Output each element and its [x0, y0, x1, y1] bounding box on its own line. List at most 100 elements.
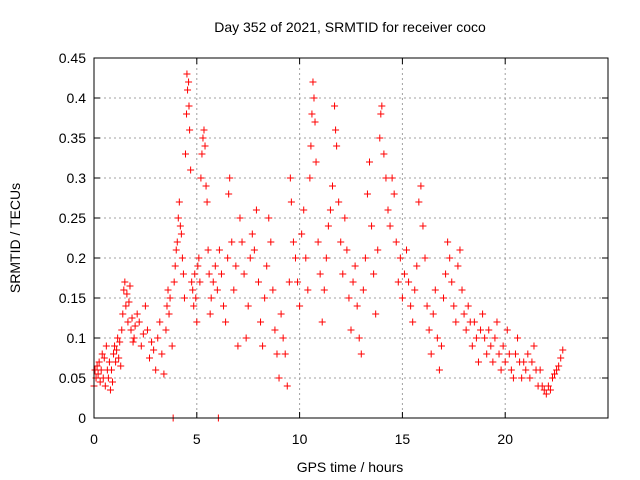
- data-point: [546, 386, 554, 394]
- data-point: [113, 346, 121, 354]
- data-point: [433, 334, 441, 342]
- y-tick-label: 0: [78, 410, 86, 426]
- data-point: [106, 386, 114, 394]
- data-point: [156, 318, 164, 326]
- data-point: [120, 286, 128, 294]
- data-point: [279, 334, 287, 342]
- data-point: [186, 126, 194, 134]
- data-point: [460, 310, 468, 318]
- data-point: [304, 286, 312, 294]
- data-point: [540, 386, 548, 394]
- data-point: [378, 102, 386, 110]
- data-point: [557, 354, 565, 362]
- data-point: [286, 174, 294, 182]
- data-point: [107, 366, 115, 374]
- data-point: [236, 214, 244, 222]
- data-point: [199, 134, 207, 142]
- data-point: [203, 198, 211, 206]
- data-point: [168, 342, 176, 350]
- data-point: [201, 142, 209, 150]
- data-point: [200, 126, 208, 134]
- data-point: [499, 342, 507, 350]
- y-tick-label: 0.15: [59, 290, 86, 306]
- data-point: [273, 350, 281, 358]
- data-point: [225, 190, 233, 198]
- data-point: [198, 150, 206, 158]
- data-point: [481, 334, 489, 342]
- data-point: [501, 358, 509, 366]
- data-point: [178, 254, 186, 262]
- data-point: [193, 318, 201, 326]
- data-point: [205, 270, 213, 278]
- data-point: [454, 262, 462, 270]
- data-point: [91, 366, 99, 374]
- data-point: [105, 358, 113, 366]
- y-tick-label: 0.1: [67, 330, 87, 346]
- data-point: [485, 326, 493, 334]
- data-point: [170, 278, 178, 286]
- data-point: [376, 134, 384, 142]
- data-point: [263, 262, 271, 270]
- data-point: [368, 222, 376, 230]
- data-point: [353, 302, 361, 310]
- data-point: [154, 334, 162, 342]
- data-point: [372, 310, 380, 318]
- y-tick-label: 0.2: [67, 250, 87, 266]
- data-point: [183, 70, 191, 78]
- data-point: [222, 318, 230, 326]
- grid-lines: [94, 58, 608, 418]
- data-point: [267, 238, 275, 246]
- data-point: [185, 102, 193, 110]
- data-point: [265, 214, 273, 222]
- data-point: [96, 378, 104, 386]
- data-point: [187, 166, 195, 174]
- data-point: [456, 246, 464, 254]
- data-point: [493, 318, 501, 326]
- axis-ticks: [93, 57, 608, 419]
- data-point: [544, 382, 552, 390]
- data-point: [370, 270, 378, 278]
- data-point: [143, 326, 151, 334]
- x-tick-label: 20: [497, 431, 513, 447]
- data-point: [102, 342, 110, 350]
- data-point: [211, 262, 219, 270]
- tick-labels: 0 0.05 0.1 0.15 0.2 0.25 0.3 0.35 0.4 0.45 0 5 10 15 2…: [59, 50, 513, 447]
- data-point: [242, 334, 250, 342]
- data-point: [275, 374, 283, 382]
- data-point: [294, 278, 302, 286]
- x-tick-label: 0: [90, 431, 98, 447]
- data-point: [254, 278, 262, 286]
- data-point: [324, 222, 332, 230]
- data-point: [296, 302, 304, 310]
- data-point: [248, 230, 256, 238]
- data-point: [542, 390, 550, 398]
- data-point: [526, 374, 534, 382]
- data-point: [285, 278, 293, 286]
- data-point: [230, 286, 238, 294]
- data-point: [503, 326, 511, 334]
- data-point: [405, 278, 413, 286]
- data-point: [407, 302, 415, 310]
- data-point: [117, 362, 125, 370]
- data-point: [181, 150, 189, 158]
- data-point: [300, 206, 308, 214]
- data-point: [411, 286, 419, 294]
- data-point: [522, 366, 530, 374]
- data-point: [240, 270, 248, 278]
- data-point: [183, 110, 191, 118]
- y-tick-label: 0.05: [59, 370, 86, 386]
- data-point: [448, 278, 456, 286]
- data-point: [520, 358, 528, 366]
- plot-frame: [93, 57, 609, 419]
- data-point: [472, 334, 480, 342]
- data-point: [462, 326, 470, 334]
- data-point: [413, 262, 421, 270]
- data-point: [396, 254, 404, 262]
- data-point: [559, 346, 567, 354]
- data-point: [307, 142, 315, 150]
- data-point: [261, 294, 269, 302]
- data-points: [90, 70, 567, 422]
- data-point: [429, 310, 437, 318]
- y-axis-title: SRMTID / TECUs: [7, 183, 23, 293]
- data-point: [427, 350, 435, 358]
